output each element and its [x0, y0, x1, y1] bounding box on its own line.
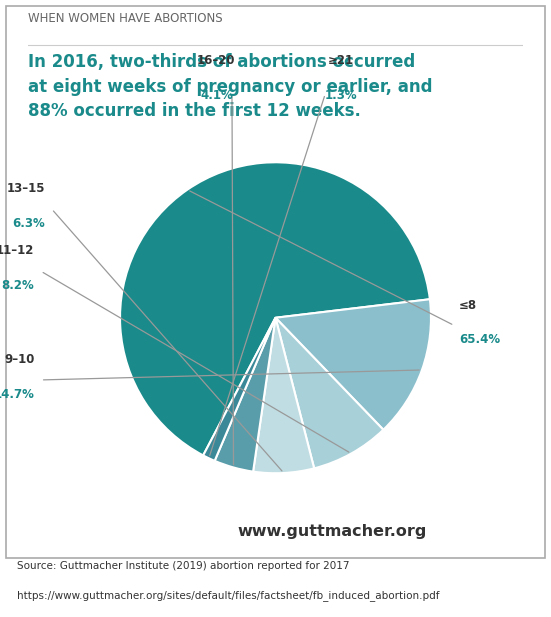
Wedge shape [276, 318, 383, 468]
Text: 9–10: 9–10 [4, 353, 35, 366]
Text: 4.1%: 4.1% [200, 89, 233, 102]
Wedge shape [203, 318, 276, 461]
Text: 1.3%: 1.3% [325, 89, 357, 102]
Wedge shape [120, 162, 430, 455]
Text: 16–20: 16–20 [197, 54, 236, 67]
Text: 13–15: 13–15 [7, 182, 45, 195]
Wedge shape [276, 299, 431, 430]
Text: 8.2%: 8.2% [2, 279, 35, 292]
Wedge shape [215, 318, 276, 471]
Text: 14.7%: 14.7% [0, 387, 35, 400]
Text: ≥21: ≥21 [328, 54, 354, 67]
Wedge shape [253, 318, 314, 473]
Text: www.guttmacher.org: www.guttmacher.org [237, 524, 426, 539]
Text: Source: Guttmacher Institute (2019) abortion reported for 2017: Source: Guttmacher Institute (2019) abor… [17, 561, 349, 571]
Text: 65.4%: 65.4% [459, 333, 500, 346]
Text: 11–12: 11–12 [0, 244, 35, 257]
Text: ≤8: ≤8 [459, 299, 477, 312]
Text: https://www.guttmacher.org/sites/default/files/factsheet/fb_induced_abortion.pdf: https://www.guttmacher.org/sites/default… [17, 590, 439, 601]
Text: WHEN WOMEN HAVE ABORTIONS: WHEN WOMEN HAVE ABORTIONS [28, 12, 222, 25]
Text: 6.3%: 6.3% [13, 217, 45, 230]
Text: In 2016, two-thirds of abortions occurred
at eight weeks of pregnancy or earlier: In 2016, two-thirds of abortions occurre… [28, 54, 432, 120]
